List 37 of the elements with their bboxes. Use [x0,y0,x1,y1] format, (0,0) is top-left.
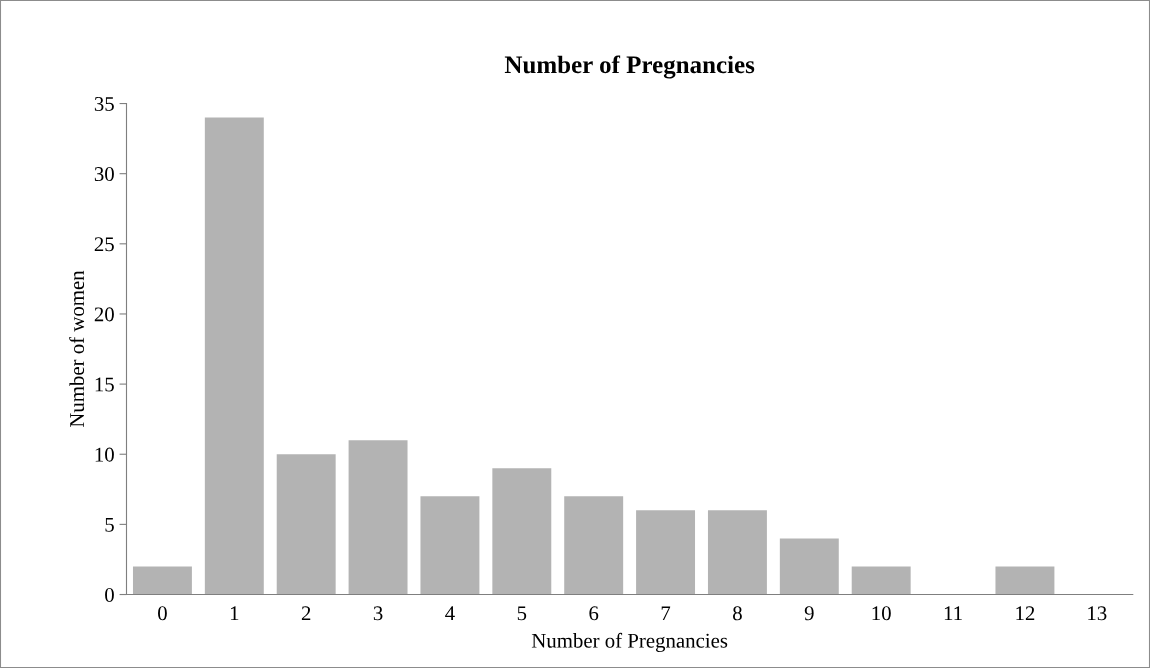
x-tick-label: 8 [733,606,742,621]
y-tick-label: 25 [94,237,114,252]
y-tick-label: 30 [94,167,114,182]
x-tick-label: 5 [517,606,527,621]
x-tick-label: 4 [445,606,455,621]
bar [492,468,552,595]
bar [851,566,911,595]
x-tick-label: 10 [872,606,891,621]
x-tick-label: 7 [661,606,671,621]
y-axis-title: Number of women [69,270,85,428]
y-tick-label: 10 [95,447,114,462]
x-tick-label: 2 [301,606,311,621]
x-tick-label: 6 [589,606,599,621]
x-tick-label: 11 [944,606,962,621]
bar [204,117,264,595]
x-tick-label: 0 [158,606,167,621]
x-axis-title: Number of Pregnancies [531,632,728,653]
chart-title: Number of Pregnancies [504,55,755,79]
y-tick-label: 15 [95,377,114,392]
bar [636,510,696,595]
x-tick-label: 9 [804,606,814,621]
bar [420,496,480,595]
y-tick-label: 5 [105,517,114,532]
x-tick-label: 13 [1088,606,1107,621]
bar [564,496,624,595]
bar [348,440,408,595]
bar [707,510,767,595]
y-tick-label: 0 [105,587,114,602]
y-tick-label: 20 [94,307,114,322]
bar [779,538,839,595]
x-tick-label: 1 [230,606,239,621]
bar [276,454,336,595]
bar [995,566,1055,595]
bar [132,566,192,595]
x-tick-label: 12 [1016,606,1035,621]
x-tick-label: 3 [373,606,383,621]
y-tick-label: 35 [94,96,114,111]
